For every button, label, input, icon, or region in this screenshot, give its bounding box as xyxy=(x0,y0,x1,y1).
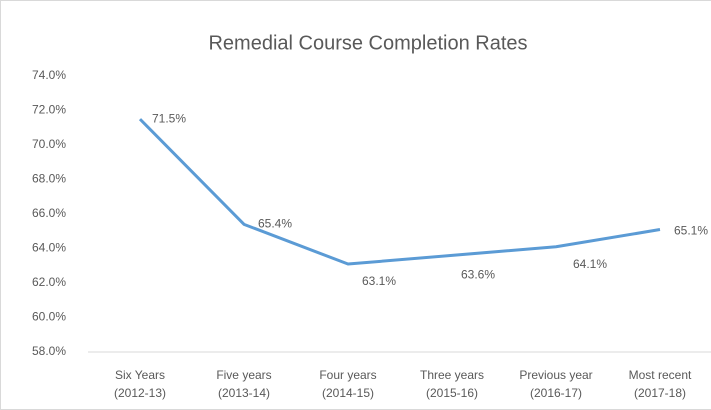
y-tick-label: 68.0% xyxy=(32,172,66,186)
y-tick-label: 66.0% xyxy=(32,206,66,220)
x-tick-label: Most recent xyxy=(629,368,692,382)
x-tick-label: (2017-18) xyxy=(634,386,686,400)
x-tick-label: Three years xyxy=(420,368,484,382)
x-tick-label: (2015-16) xyxy=(426,386,478,400)
x-tick-label: (2012-13) xyxy=(114,386,166,400)
x-tick-label: (2016-17) xyxy=(530,386,582,400)
x-tick-label: (2014-15) xyxy=(322,386,374,400)
x-tick-label: Previous year xyxy=(519,368,592,382)
data-label: 65.1% xyxy=(674,224,708,238)
y-tick-label: 70.0% xyxy=(32,137,66,151)
y-tick-label: 64.0% xyxy=(32,241,66,255)
data-label: 63.1% xyxy=(362,274,396,288)
data-line xyxy=(138,118,661,266)
data-label: 63.6% xyxy=(461,268,495,282)
y-tick-label: 58.0% xyxy=(32,344,66,358)
data-label: 71.5% xyxy=(152,111,186,125)
chart-title: Remedial Course Completion Rates xyxy=(208,32,527,54)
x-tick-label: (2013-14) xyxy=(218,386,270,400)
y-tick-label: 72.0% xyxy=(32,103,66,117)
x-tick-label: Five years xyxy=(216,368,271,382)
y-tick-label: 60.0% xyxy=(32,310,66,324)
data-label: 64.1% xyxy=(573,257,607,271)
y-tick-label: 62.0% xyxy=(32,275,66,289)
data-label: 65.4% xyxy=(258,217,292,231)
x-tick-label: Four years xyxy=(319,368,376,382)
y-tick-label: 74.0% xyxy=(32,68,66,82)
x-tick-label: Six Years xyxy=(115,368,165,382)
